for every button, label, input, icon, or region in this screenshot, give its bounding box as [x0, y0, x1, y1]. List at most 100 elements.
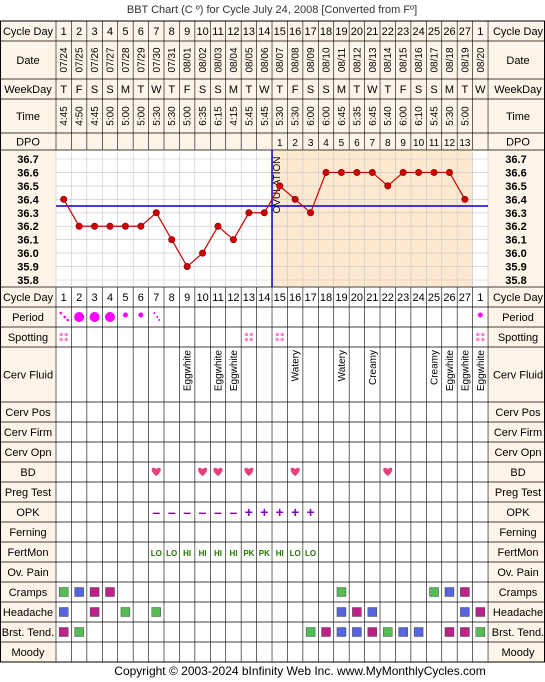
- cramps-marker: [444, 587, 455, 597]
- fertmon-reading: PK: [259, 549, 270, 558]
- row-label-weekday: WeekDay: [4, 84, 52, 96]
- temperature-point: [245, 209, 253, 217]
- weekday-label: S: [307, 84, 314, 96]
- weekday-label: S: [199, 84, 206, 96]
- bd-heart-icon: [290, 467, 300, 476]
- cycle-day-label: 21: [366, 292, 378, 304]
- weekday-label: T: [60, 84, 67, 96]
- y-tick-label-left: 36.6: [17, 167, 38, 179]
- spotting-mark: [275, 332, 280, 337]
- date-label: 08/07: [275, 47, 286, 72]
- cycle-day-label: 2: [76, 292, 82, 304]
- cycle-day-label: 23: [397, 292, 409, 304]
- spotting-mark: [59, 337, 64, 342]
- weekday-label: F: [76, 84, 83, 96]
- weekday-label: T: [246, 84, 253, 96]
- time-label: 6:00: [399, 106, 410, 126]
- spotting-mark: [280, 337, 285, 342]
- row-label-brst-tend-right: Brst. Tend.: [492, 627, 544, 639]
- cycle-day-label: 27: [459, 292, 471, 304]
- temperature-point: [199, 249, 207, 257]
- dpo-label: 7: [370, 138, 376, 149]
- time-label: 5:30: [152, 106, 163, 126]
- time-label: 5:00: [183, 106, 194, 126]
- weekday-label: S: [322, 84, 329, 96]
- time-label: 6:45: [337, 106, 348, 126]
- temperature-point: [368, 168, 376, 176]
- spotting-mark: [249, 332, 254, 337]
- date-label: 08/04: [229, 47, 240, 72]
- date-label: 08/15: [399, 47, 410, 72]
- brst-tend-marker: [475, 627, 486, 637]
- spotting-mark: [476, 332, 480, 337]
- period-medium: [122, 312, 128, 318]
- cycle-day-label: 14: [258, 26, 270, 38]
- period-medium: [477, 312, 483, 318]
- temperature-point: [91, 222, 99, 230]
- date-label: 08/03: [214, 47, 225, 72]
- period-medium: [138, 312, 144, 318]
- weekday-label: T: [354, 84, 361, 96]
- fertmon-reading: HI: [276, 549, 284, 558]
- date-label: 08/17: [430, 47, 441, 72]
- bd-heart-icon: [151, 467, 161, 476]
- time-label: 4:45: [59, 106, 70, 126]
- cycle-day-label: 1: [61, 26, 67, 38]
- row-label-cramps-right: Cramps: [499, 587, 538, 599]
- row-label-cycle-day-right: Cycle Day: [493, 292, 544, 304]
- cycle-day-label: 10: [196, 26, 208, 38]
- cycle-day-label: 26: [443, 26, 455, 38]
- time-label: 5:00: [106, 106, 117, 126]
- temperature-point: [183, 263, 191, 271]
- fertmon-reading: HI: [199, 549, 207, 558]
- time-label: 4:45: [90, 106, 101, 126]
- fertmon-reading: HI: [183, 549, 191, 558]
- spotting-mark: [275, 337, 280, 342]
- spotting-mark: [249, 337, 254, 342]
- bd-heart-icon: [198, 467, 208, 476]
- opk-result: +: [276, 504, 284, 520]
- date-label: 07/30: [152, 47, 163, 72]
- time-label: 5:45: [430, 106, 441, 126]
- cycle-day-label: 20: [351, 26, 363, 38]
- spotting-mark: [280, 332, 285, 337]
- cycle-day-label: 1: [477, 292, 483, 304]
- left-label-band: [0, 287, 56, 662]
- cramps-marker: [105, 587, 115, 597]
- row-label-moody-right: Moody: [501, 647, 535, 659]
- row-label-cerv-firm: Cerv Firm: [4, 427, 52, 439]
- cycle-day-label: 27: [459, 26, 471, 38]
- temperature-point: [415, 168, 423, 176]
- date-label: 08/02: [198, 47, 209, 72]
- date-label: 08/20: [476, 47, 487, 72]
- dpo-label: 11: [429, 138, 440, 149]
- y-tick-label-right: 35.8: [505, 275, 526, 287]
- time-label: 5:30: [445, 106, 456, 126]
- date-label: 07/28: [121, 47, 132, 72]
- brst-tend-marker: [398, 627, 408, 637]
- opk-result: –: [230, 504, 238, 520]
- time-label: 5:30: [167, 106, 178, 126]
- weekday-label: W: [151, 84, 162, 96]
- opk-result: –: [199, 504, 207, 520]
- opk-result: +: [260, 504, 268, 520]
- temperature-point: [430, 168, 438, 176]
- brst-tend-marker: [352, 627, 362, 637]
- date-label: 08/06: [260, 47, 271, 72]
- dpo-label: 5: [339, 138, 345, 149]
- fertmon-reading: LO: [166, 549, 177, 558]
- cycle-day-label: 22: [382, 26, 394, 38]
- row-label-opk: OPK: [16, 507, 40, 519]
- date-label: 08/05: [244, 47, 255, 72]
- time-label: 6:00: [306, 106, 317, 126]
- row-label-fertmon: FertMon: [8, 547, 49, 559]
- cycle-day-label: 25: [428, 26, 440, 38]
- y-tick-label-left: 36.2: [17, 221, 38, 233]
- date-label: 08/10: [322, 47, 333, 72]
- y-tick-label-left: 36.5: [17, 181, 38, 193]
- row-label-cerv-pos: Cerv Pos: [5, 407, 51, 419]
- date-label: 08/13: [368, 47, 379, 72]
- period-heavy: [105, 312, 116, 322]
- y-tick-label-right: 36.1: [505, 235, 526, 247]
- cycle-day-label: 1: [477, 26, 483, 38]
